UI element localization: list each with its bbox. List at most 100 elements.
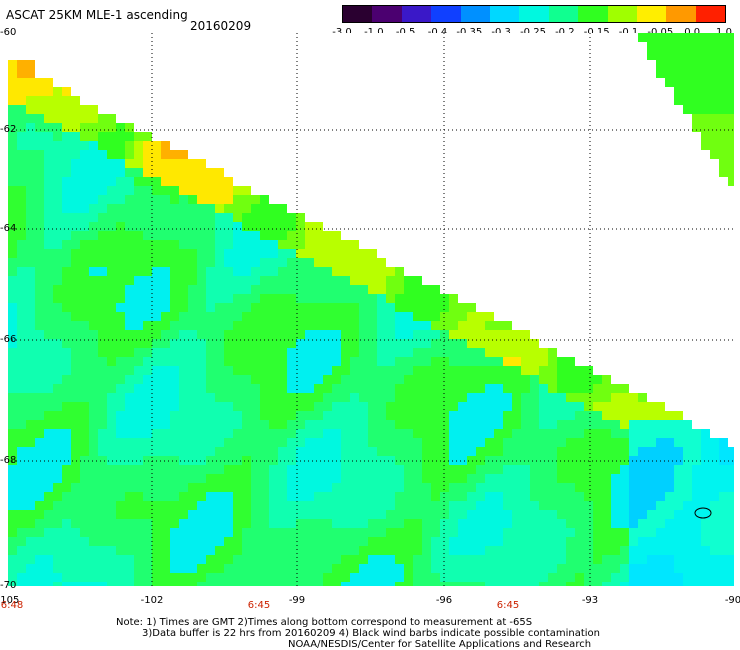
data-cell [575,384,584,393]
data-cell [359,573,368,582]
data-cell [557,492,566,501]
data-cell [26,555,35,564]
data-cell [377,465,386,474]
data-cell [161,447,170,456]
data-cell [125,330,134,339]
data-cell [476,483,485,492]
data-cell [224,537,233,546]
data-cell [251,573,260,582]
data-cell [80,429,89,438]
data-cell [62,402,71,411]
data-cell [692,519,701,528]
data-cell [8,402,17,411]
data-cell [260,393,269,402]
data-cell [206,510,215,519]
data-cell [71,177,80,186]
data-cell [431,357,440,366]
data-cell [656,573,665,582]
data-cell [152,294,161,303]
data-cell [377,258,386,267]
data-cell [278,519,287,528]
data-cell [404,402,413,411]
data-cell [125,492,134,501]
data-cell [701,78,710,87]
data-cell [458,411,467,420]
data-cell [206,321,215,330]
data-cell [386,402,395,411]
data-cell [161,240,170,249]
data-cell [44,240,53,249]
data-cell [611,582,620,586]
data-cell [341,573,350,582]
data-cell [296,285,305,294]
data-cell [413,357,422,366]
data-cell [323,501,332,510]
data-cell [494,456,503,465]
data-cell [125,429,134,438]
data-cell [188,447,197,456]
data-cell [242,555,251,564]
data-cell [314,222,323,231]
data-cell [377,537,386,546]
data-cell [134,384,143,393]
data-cell [494,555,503,564]
data-cell [467,375,476,384]
data-cell [260,195,269,204]
data-cell [323,393,332,402]
data-cell [161,177,170,186]
data-cell [89,204,98,213]
data-cell [503,366,512,375]
data-cell [215,465,224,474]
data-cell [323,537,332,546]
data-cell [242,213,251,222]
data-cell [53,555,62,564]
data-cell [44,510,53,519]
data-cell [134,447,143,456]
data-cell [161,330,170,339]
data-cell [143,384,152,393]
data-cell [575,420,584,429]
data-cell [692,87,701,96]
data-cell [449,420,458,429]
data-cell [143,411,152,420]
data-cell [206,402,215,411]
data-cell [377,519,386,528]
data-cell [602,546,611,555]
data-cell [314,573,323,582]
data-cell [350,483,359,492]
data-cell [269,366,278,375]
data-cell [584,519,593,528]
data-cell [476,564,485,573]
data-cell [701,465,710,474]
data-cell [620,555,629,564]
data-cell [215,546,224,555]
data-cell [170,429,179,438]
data-cell [665,438,674,447]
data-cell [53,141,62,150]
data-cell [467,465,476,474]
data-cell [521,546,530,555]
data-cell [440,564,449,573]
data-cell [134,438,143,447]
data-cell [116,204,125,213]
data-cell [206,312,215,321]
data-cell [62,267,71,276]
data-cell [197,294,206,303]
data-cell [197,384,206,393]
data-cell [35,375,44,384]
color-scale-segment-10 [636,6,667,22]
data-cell [728,159,734,168]
data-cell [575,537,584,546]
data-cell [476,465,485,474]
data-cell [107,366,116,375]
data-cell [377,501,386,510]
data-cell [116,564,125,573]
data-cell [431,294,440,303]
data-cell [305,276,314,285]
data-cell [674,60,683,69]
data-cell [53,87,62,96]
data-cell [413,402,422,411]
data-cell [143,330,152,339]
data-cell [485,357,494,366]
data-cell [332,483,341,492]
